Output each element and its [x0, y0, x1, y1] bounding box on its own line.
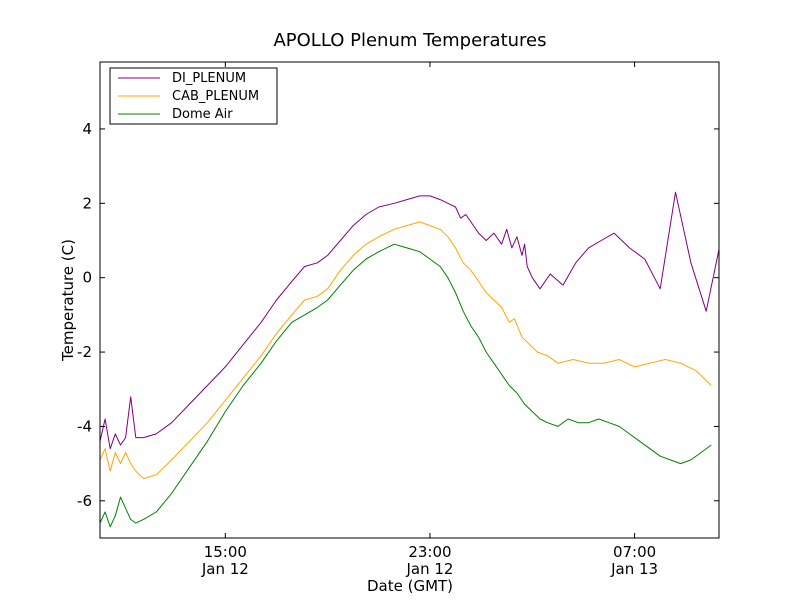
series-line-cab-plenum — [100, 221, 712, 479]
chart-title: APOLLO Plenum Temperatures — [273, 30, 546, 51]
y-tick-label: -4 — [77, 417, 92, 435]
series-line-di-plenum — [100, 191, 719, 450]
series-line-dome-air — [100, 243, 712, 528]
x-axis-label: Date (GMT) — [367, 577, 453, 595]
y-tick-label: -6 — [77, 492, 92, 510]
legend-label-cab-plenum: CAB_PLENUM — [172, 89, 259, 104]
x-tick-label-time: 07:00 — [613, 543, 656, 561]
x-tick-label-date: Jan 12 — [405, 560, 453, 578]
x-tick-label-date: Jan 12 — [201, 560, 249, 578]
y-tick-label: -2 — [77, 343, 92, 361]
y-tick-label: 0 — [82, 269, 92, 287]
x-tick-label-time: 15:00 — [204, 543, 247, 561]
plot-frame — [99, 61, 720, 539]
series-layer — [100, 191, 719, 528]
y-axis-label: Temperature (C) — [59, 239, 77, 362]
y-tick-label: 2 — [82, 194, 92, 212]
x-tick-label-time: 23:00 — [408, 543, 451, 561]
x-tick-label-date: Jan 13 — [610, 560, 658, 578]
legend: DI_PLENUM CAB_PLENUM Dome Air — [109, 67, 278, 125]
legend-label-dome-air: Dome Air — [172, 107, 233, 122]
legend-box — [109, 67, 278, 125]
y-tick-label: 4 — [82, 120, 92, 138]
legend-label-di-plenum: DI_PLENUM — [172, 71, 246, 86]
